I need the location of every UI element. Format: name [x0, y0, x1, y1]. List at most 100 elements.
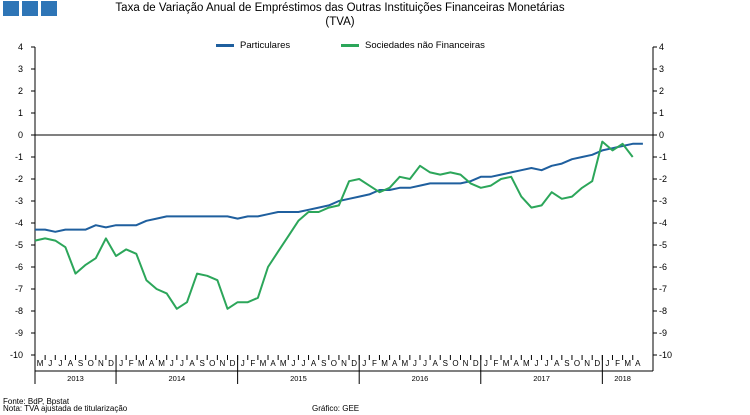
y-tick-label-left: -5 — [15, 240, 23, 250]
x-month-label: F — [615, 359, 620, 368]
x-month-label: D — [473, 359, 479, 368]
x-month-label: F — [129, 359, 134, 368]
series-line-sociedades — [34, 140, 634, 310]
chart-title: Taxa de Variação Anual de Empréstimos da… — [0, 1, 680, 29]
y-tick-label-left: -1 — [15, 152, 23, 162]
y-tick-label-left: 3 — [18, 64, 23, 74]
x-month-label: O — [88, 359, 94, 368]
y-tick-label-right: -2 — [659, 174, 667, 184]
x-month-label: M — [503, 359, 510, 368]
y-tick-label-left: -7 — [15, 284, 23, 294]
x-year-label: 2014 — [168, 374, 185, 383]
x-month-label: J — [119, 359, 123, 368]
x-month-label: A — [514, 359, 520, 368]
chart-title-line1: Taxa de Variação Anual de Empréstimos da… — [115, 2, 565, 14]
legend-label-particulares: Particulares — [240, 40, 291, 51]
legend-swatch-particulares — [216, 44, 234, 47]
x-month-label: S — [443, 359, 448, 368]
x-month-label: M — [158, 359, 165, 368]
x-month-label: A — [635, 359, 641, 368]
x-month-label: F — [494, 359, 499, 368]
y-tick-label-left: -10 — [10, 350, 23, 360]
x-month-label: O — [452, 359, 458, 368]
y-tick-label-right: -4 — [659, 218, 667, 228]
chart-title-line2: (TVA) — [325, 16, 355, 28]
x-year-label: 2017 — [533, 374, 550, 383]
x-month-label: A — [270, 359, 276, 368]
logo-square — [3, 1, 19, 16]
x-month-label: J — [301, 359, 305, 368]
x-month-label: A — [433, 359, 439, 368]
x-month-label: A — [392, 359, 398, 368]
x-month-label: A — [311, 359, 317, 368]
x-month-label: J — [413, 359, 417, 368]
x-month-label: M — [37, 359, 44, 368]
x-month-label: S — [564, 359, 569, 368]
y-tick-label-left: 1 — [18, 108, 23, 118]
y-tick-label-right: 1 — [659, 108, 664, 118]
y-tick-label-right: 2 — [659, 86, 664, 96]
y-tick-label-left: 2 — [18, 86, 23, 96]
x-month-label: J — [484, 359, 488, 368]
x-month-label: N — [463, 359, 469, 368]
y-tick-label-left: -2 — [15, 174, 23, 184]
y-tick-label-right: -5 — [659, 240, 667, 250]
source-note: Fonte: BdP, Bpstat — [3, 397, 70, 406]
x-month-label: A — [554, 359, 560, 368]
y-tick-label-left: -6 — [15, 262, 23, 272]
x-month-label: M — [401, 359, 408, 368]
x-month-label: S — [78, 359, 83, 368]
x-month-label: J — [48, 359, 52, 368]
series-line-particulares — [35, 142, 643, 233]
legend-label-sociedades: Sociedades não Financeiras — [365, 40, 485, 51]
x-month-label: M — [624, 359, 631, 368]
x-month-label: J — [180, 359, 184, 368]
x-month-label: O — [331, 359, 337, 368]
x-year-label: 2013 — [67, 374, 84, 383]
y-tick-label-right: 0 — [659, 130, 664, 140]
x-month-label: N — [584, 359, 590, 368]
x-month-label: M — [381, 359, 388, 368]
y-tick-label-left: -4 — [15, 218, 23, 228]
x-month-label: J — [291, 359, 295, 368]
x-month-label: N — [98, 359, 104, 368]
y-tick-label-right: -9 — [659, 328, 667, 338]
y-tick-label-left: -9 — [15, 328, 23, 338]
y-tick-label-right: -7 — [659, 284, 667, 294]
x-month-label: J — [534, 359, 538, 368]
x-year-label: 2015 — [290, 374, 307, 383]
y-tick-label-right: -10 — [659, 350, 672, 360]
y-tick-label-right: 4 — [659, 42, 664, 52]
x-month-label: D — [351, 359, 357, 368]
x-month-label: M — [138, 359, 145, 368]
x-month-label: J — [170, 359, 174, 368]
x-month-label: J — [423, 359, 427, 368]
legend-swatch-sociedades — [341, 44, 359, 47]
x-month-label: J — [605, 359, 609, 368]
x-month-label: A — [189, 359, 195, 368]
x-month-label: M — [260, 359, 267, 368]
y-tick-label-left: 0 — [18, 130, 23, 140]
x-month-label: J — [58, 359, 62, 368]
x-month-label: M — [523, 359, 530, 368]
legend-item-sociedades: Sociedades não Financeiras — [341, 40, 485, 51]
x-month-label: F — [250, 359, 255, 368]
y-tick-label-right: -6 — [659, 262, 667, 272]
x-month-label: F — [372, 359, 377, 368]
logo — [3, 1, 57, 16]
logo-square — [22, 1, 38, 16]
y-tick-label-right: -3 — [659, 196, 667, 206]
x-month-label: S — [321, 359, 326, 368]
x-month-label: A — [68, 359, 74, 368]
x-year-label: 2018 — [614, 374, 631, 383]
legend-item-particulares: Particulares — [216, 40, 290, 51]
x-month-label: A — [149, 359, 155, 368]
y-tick-label-right: -8 — [659, 306, 667, 316]
y-tick-label-left: -3 — [15, 196, 23, 206]
y-tick-label-left: 4 — [18, 42, 23, 52]
x-month-label: D — [230, 359, 236, 368]
x-month-label: D — [594, 359, 600, 368]
x-month-label: D — [108, 359, 114, 368]
x-month-label: J — [241, 359, 245, 368]
